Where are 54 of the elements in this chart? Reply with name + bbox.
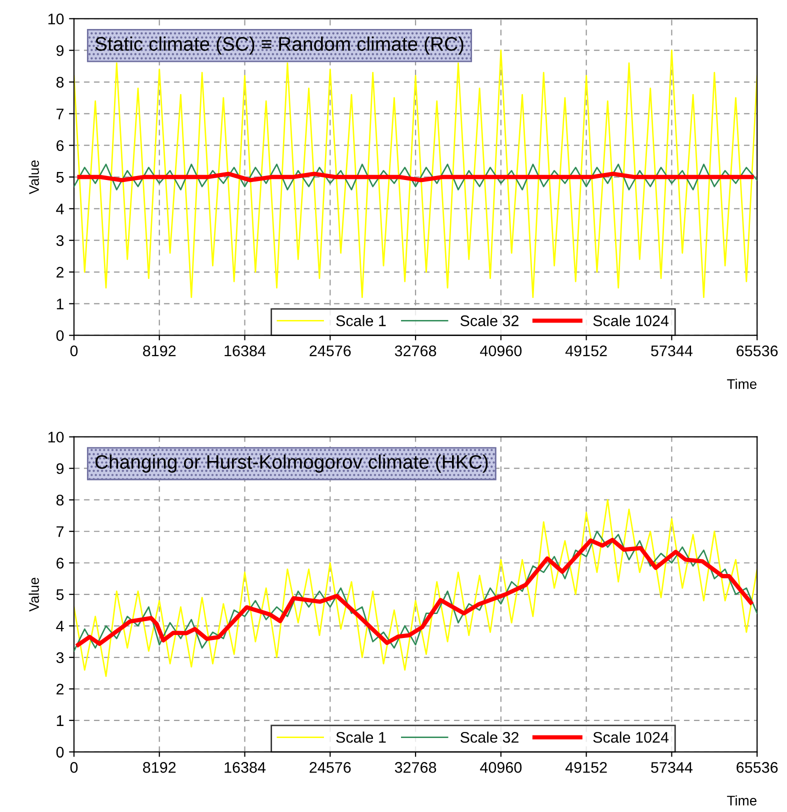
y-tick-label: 5 [56, 172, 64, 183]
y-tick-label: 1 [56, 715, 64, 726]
x-tick-label: 40960 [480, 762, 522, 773]
legend-label: Scale 1024 [593, 732, 669, 743]
legend-label: Scale 1024 [593, 315, 669, 326]
y-tick-label: 0 [56, 746, 64, 758]
x-tick-label: 8192 [143, 762, 176, 773]
x-axis-title: Time [727, 378, 756, 389]
x-tick-label: 65536 [736, 762, 778, 773]
y-tick-label: 2 [56, 684, 64, 694]
legend-label: Scale 32 [460, 315, 518, 326]
legend-label: Scale 1 [336, 732, 386, 743]
x-tick-label: 16384 [224, 762, 266, 773]
y-axis-title: Value [28, 578, 39, 612]
x-axis-title: Time [727, 795, 756, 806]
y-tick-label: 10 [48, 432, 64, 443]
x-tick-label: 32768 [394, 345, 436, 356]
y-tick-label: 6 [56, 558, 64, 569]
y-tick-label: 9 [56, 463, 64, 474]
legend-label: Scale 1 [336, 315, 386, 326]
x-tick-label: 49152 [565, 345, 607, 356]
y-tick-label: 0 [56, 330, 64, 342]
x-tick-label: 57344 [651, 345, 692, 356]
y-tick-label: 4 [56, 204, 64, 214]
x-tick-label: 8192 [143, 345, 176, 356]
y-axis-title: Value [28, 160, 39, 194]
x-tick-label: 32768 [394, 762, 436, 773]
y-tick-label: 10 [48, 14, 64, 24]
y-tick-label: 9 [56, 45, 64, 56]
text: Changing or Hurst-Kolmogorov climate (HKC) [95, 454, 488, 473]
y-tick-label: 5 [56, 589, 64, 600]
x-tick-label: 65536 [736, 345, 778, 356]
x-tick-label: 0 [70, 762, 78, 773]
line-series [74, 164, 758, 190]
x-tick-label: 57344 [651, 762, 692, 773]
y-tick-label: 7 [56, 526, 64, 537]
y-tick-label: 4 [56, 620, 64, 632]
y-tick-label: 8 [56, 76, 64, 88]
y-tick-label: 6 [56, 140, 64, 152]
y-tick-label: 3 [56, 652, 64, 664]
y-tick-label: 1 [56, 298, 64, 310]
x-tick-label: 24576 [310, 762, 351, 773]
y-tick-label: 7 [56, 108, 64, 120]
x-tick-label: 16384 [224, 345, 266, 356]
x-tick-label: 24576 [310, 345, 351, 356]
x-tick-label: 40960 [480, 345, 522, 356]
line-series [74, 499, 758, 677]
y-tick-label: 8 [56, 494, 64, 506]
x-tick-label: 49152 [565, 762, 607, 773]
x-tick-label: 0 [70, 345, 78, 356]
y-tick-label: 2 [56, 266, 64, 278]
text: Static climate (SC) ≡ Random climate (RC) [95, 36, 464, 55]
y-tick-label: 3 [56, 235, 64, 246]
legend-label: Scale 32 [460, 732, 518, 743]
